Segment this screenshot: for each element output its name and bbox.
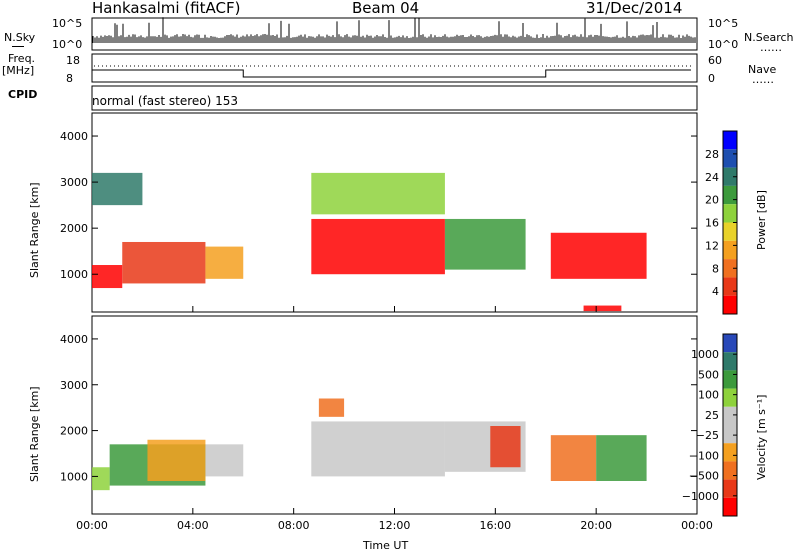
velocity-colorbar-tick-label: −1000 [682,490,719,503]
noise-trace [92,17,696,43]
power-colorbar-cell [723,131,737,150]
velocity-colorbar-cell [723,370,737,389]
nsearch-label: N.Search [744,31,794,44]
power-colorbar-tick-label: 20 [705,194,719,207]
velocity-colorbar-frame [722,333,738,517]
velocity-colorbar-tick-label: 100 [698,389,719,402]
xtick-label: 08:00 [278,519,310,532]
velocity-colorbar-cell [723,425,737,444]
velocity-echo-region [490,426,521,468]
velocity-colorbar-cell [723,479,737,498]
nave-right-tick: 0 [708,72,715,85]
station-title: Hankasalmi (fitACF) [92,0,241,17]
velocity-ytick-label: 2000 [60,425,88,438]
power-echo-region [550,232,647,279]
mode-label: normal (fast stereo) 153 [92,94,239,108]
noise-right-tick: 10^5 [708,17,739,30]
velocity-colorbar-cell [723,388,737,407]
power-colorbar-tick-label: 16 [705,217,719,230]
freq-left-tick: 18 [66,54,80,67]
xtick-label: 16:00 [479,519,511,532]
nave-marker: …… [752,73,774,86]
nsky-label: N.Sky [4,31,36,44]
velocity-echo-region [596,435,647,481]
power-ytick-label: 2000 [60,222,88,235]
velocity-ytick-label: 3000 [60,379,88,392]
velocity-echo-region [147,439,206,481]
cpid-strip [91,85,698,111]
power-echo-region [92,172,143,206]
power-colorbar-tick-label: 28 [705,148,719,161]
xtick-label: 00:00 [681,519,713,532]
velocity-echo-region [205,444,244,477]
power-ytick-label: 4000 [60,130,88,143]
power-colorbar-cell [723,259,737,278]
velocity-colorbar-tick-label: −100 [689,449,719,462]
power-ytick-label: 1000 [60,268,88,281]
power-echo-region [311,172,445,215]
velocity-colorbar-cell [723,497,737,516]
velocity-colorbar-tick-label: 25 [705,409,719,422]
date-title: 31/Dec/2014 [586,0,683,17]
velocity-echo-region [311,421,445,477]
xtick-label: 04:00 [177,519,209,532]
power-colorbar-cell [723,240,737,260]
power-echo-region [311,218,445,275]
cpid-label: CPID [8,88,38,101]
nave-right-tick: 60 [708,54,722,67]
freq-left-tick: 8 [66,72,73,85]
power-colorbar-tick-label: 8 [712,262,719,275]
power-ytick-label: 3000 [60,176,88,189]
velocity-colorbar-tick-label: 500 [698,368,719,381]
power-colorbar-cell [723,204,737,223]
nsky-underline [12,46,24,47]
velocity-colorbar-cell [723,461,737,480]
velocity-colorbar-cell [723,443,737,462]
freq-strip [91,53,698,83]
noise-left-tick: 10^0 [52,38,83,51]
velocity-colorbar-cell [723,352,737,371]
nsearch-marker: …… [760,41,782,54]
power-echo-region [444,218,526,270]
power-colorbar-cell [723,222,737,241]
freq-label: Freq. [8,52,36,65]
noise-strip [91,17,698,51]
noise-right-tick: 10^0 [708,38,739,51]
velocity-colorbar-cell [723,406,737,425]
power-colorbar-cell [723,167,737,186]
velocity-echo-region [318,398,345,417]
velocity-colorbar-tick-label: 1000 [691,348,719,361]
power-echo-region [122,241,206,284]
power-colorbar-cell [723,149,737,168]
velocity-echo-region [550,435,597,481]
velocity-ytick-label: 1000 [60,470,88,483]
power-echo-region [205,246,244,279]
velocity-colorbar-tick-label: −500 [689,470,719,483]
velocity-ytick-label: 4000 [60,333,88,346]
noise-left-tick: 10^5 [52,17,83,30]
power-echo-region [583,305,622,312]
xtick-label: 20:00 [580,519,612,532]
power-colorbar-tick-label: 4 [712,285,719,298]
power-colorbar-cell [723,185,737,205]
xaxis-label: Time UT [363,539,409,552]
power-colorbar-cell [723,277,737,296]
power-colorbar-tick-label: 12 [705,239,719,252]
nave-trace [92,69,691,78]
velocity-echo-region [92,467,110,491]
velocity-colorbar-cell [723,334,737,353]
freq-unit-label: [MHz] [2,64,35,77]
power-colorbar-tick-label: 24 [705,171,719,184]
xtick-label: 00:00 [76,519,108,532]
power-colorbar-cell [723,295,737,314]
velocity-colorbar-tick-label: −25 [696,429,719,442]
xtick-label: 12:00 [379,519,411,532]
beam-title: Beam 04 [352,0,420,17]
nave-label: Nave [748,63,777,76]
power-echo-region [92,265,123,289]
